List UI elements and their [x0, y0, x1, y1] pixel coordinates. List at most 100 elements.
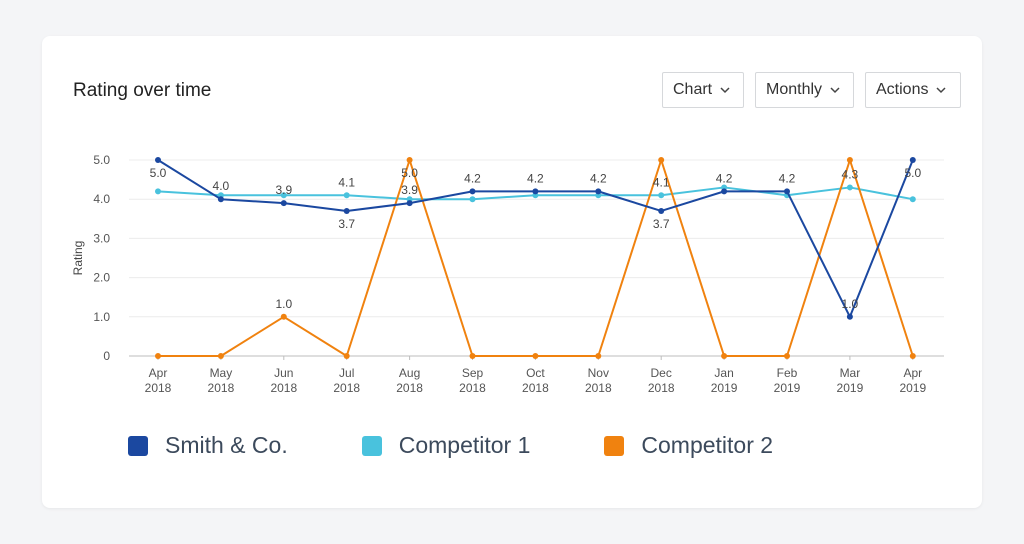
x-tick-label: 2019 [899, 381, 926, 395]
data-label: 4.2 [716, 171, 733, 185]
y-tick-label: 4.0 [93, 192, 110, 206]
x-tick-label: Dec [651, 366, 672, 380]
data-label: 1.0 [842, 297, 859, 311]
chart-card: Rating over time Chart Monthly Actions 0… [42, 36, 982, 508]
x-tick-label: 2018 [459, 381, 486, 395]
actions-label: Actions [876, 81, 929, 98]
chart-title: Rating over time [73, 80, 212, 101]
data-point [909, 353, 916, 359]
period-label: Monthly [766, 81, 823, 98]
data-point [846, 184, 853, 191]
data-point [343, 192, 350, 199]
data-point [658, 192, 665, 199]
legend-item-competitor-2[interactable]: Competitor 2 [604, 432, 773, 459]
period-dropdown[interactable]: Monthly [755, 72, 854, 108]
legend-item-smith[interactable]: Smith & Co. [128, 432, 288, 459]
data-label: 4.2 [590, 171, 607, 185]
data-label: 5.0 [401, 166, 418, 180]
chart-legend: Smith & Co. Competitor 1 Competitor 2 [128, 432, 847, 459]
chart-type-label: Chart [673, 81, 713, 98]
data-point [658, 207, 665, 214]
data-point [406, 200, 413, 207]
x-tick-label: 2018 [585, 381, 612, 395]
x-tick-label: 2018 [333, 381, 360, 395]
x-tick-label: Nov [588, 366, 609, 380]
x-tick-label: Sep [462, 366, 484, 380]
data-label: 4.1 [338, 175, 355, 189]
data-point [846, 313, 853, 320]
data-point [532, 188, 539, 195]
data-point [343, 353, 350, 359]
line-chart: 01.02.03.04.05.0RatingApr2018May2018Jun2… [71, 153, 944, 395]
legend-swatch [128, 435, 148, 456]
data-point [469, 188, 476, 195]
data-point [846, 157, 853, 163]
data-point [280, 313, 287, 320]
data-point [469, 353, 476, 359]
legend-swatch [361, 435, 382, 456]
legend-label: Competitor 1 [398, 432, 531, 458]
data-label: 4.2 [527, 171, 544, 185]
data-label: 4.0 [213, 179, 230, 193]
x-tick-label: Jun [274, 366, 293, 380]
data-label: 5.0 [150, 166, 167, 180]
legend-swatch [604, 435, 625, 456]
legend-item-competitor-1[interactable]: Competitor 1 [361, 432, 531, 459]
x-tick-label: Mar [840, 366, 861, 380]
y-tick-label: 2.0 [93, 271, 110, 285]
x-tick-label: Feb [777, 366, 798, 380]
x-tick-label: Apr [903, 366, 922, 380]
data-point [909, 157, 916, 163]
chevron-down-icon [936, 87, 946, 94]
data-point [784, 188, 790, 195]
data-label: 3.9 [401, 183, 418, 197]
data-point [909, 196, 916, 203]
data-point [721, 188, 728, 195]
data-point [343, 207, 350, 214]
x-tick-label: 2019 [837, 381, 864, 395]
data-point [406, 157, 413, 163]
data-point [595, 188, 602, 195]
y-tick-label: 1.0 [93, 310, 110, 324]
data-label: 4.3 [842, 167, 859, 181]
x-tick-label: May [210, 366, 233, 380]
legend-label: Competitor 2 [641, 432, 774, 458]
data-label: 3.7 [653, 217, 670, 231]
data-point [217, 196, 224, 203]
x-tick-label: Jan [714, 366, 733, 380]
chevron-down-icon [830, 87, 840, 94]
data-label: 5.0 [904, 166, 921, 180]
data-point [280, 192, 287, 199]
data-label: 4.1 [653, 175, 670, 189]
data-label: 1.0 [275, 297, 292, 311]
data-point [595, 353, 602, 359]
data-point [280, 200, 287, 207]
chevron-down-icon [720, 87, 730, 94]
y-tick-label: 5.0 [93, 153, 110, 167]
data-point [721, 353, 728, 359]
data-point [217, 353, 224, 359]
data-point [784, 353, 790, 359]
x-tick-label: 2019 [774, 381, 801, 395]
x-tick-label: Oct [526, 366, 545, 380]
x-tick-label: Apr [149, 366, 168, 380]
data-label: 3.9 [275, 183, 292, 197]
x-tick-label: 2018 [145, 381, 172, 395]
x-tick-label: 2018 [648, 381, 675, 395]
x-tick-label: Jul [339, 366, 354, 380]
x-tick-label: 2019 [711, 381, 738, 395]
y-axis-title: Rating [71, 241, 85, 276]
data-label: 3.7 [338, 217, 355, 231]
y-tick-label: 3.0 [93, 231, 110, 245]
x-tick-label: 2018 [522, 381, 549, 395]
data-point [155, 188, 161, 195]
chart-type-dropdown[interactable]: Chart [662, 72, 744, 108]
data-point [469, 196, 476, 203]
data-point [658, 157, 665, 163]
x-tick-label: 2018 [396, 381, 423, 395]
x-tick-label: Aug [399, 366, 420, 380]
x-tick-label: 2018 [208, 381, 235, 395]
data-point [532, 353, 539, 359]
actions-dropdown[interactable]: Actions [865, 72, 961, 108]
legend-label: Smith & Co. [165, 432, 288, 458]
